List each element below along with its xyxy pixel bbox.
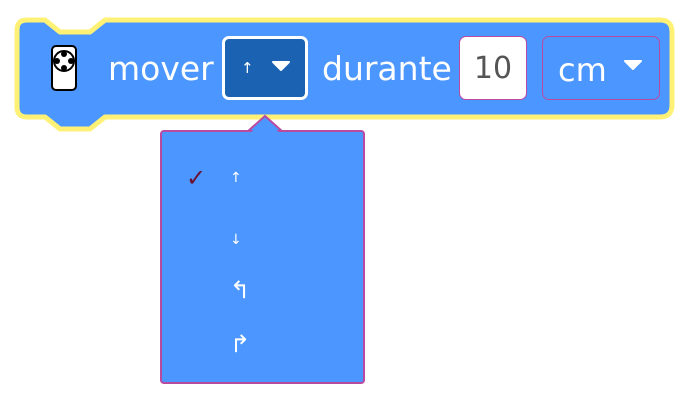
menu-item-forward[interactable]: ✓ ↑ — [164, 152, 360, 204]
chevron-down-icon — [272, 61, 290, 71]
direction-menu: ✓ ↑ ↓ ↰ ↱ — [160, 114, 365, 384]
turn-right-icon: ↱ — [230, 330, 251, 358]
direction-dropdown[interactable]: ↑ — [222, 36, 308, 100]
turn-left-icon: ↰ — [230, 276, 251, 304]
unit-label: cm — [558, 51, 607, 89]
distance-input[interactable]: 10 — [459, 36, 527, 100]
during-label: durante — [322, 49, 452, 88]
chevron-down-icon — [624, 60, 642, 70]
arrow-up-icon: ↑ — [230, 170, 242, 186]
arrow-down-icon: ↓ — [230, 232, 242, 248]
move-label: mover — [108, 49, 214, 88]
menu-item-turn-right[interactable]: ↱ — [164, 322, 360, 374]
menu-item-turn-left[interactable]: ↰ — [164, 268, 360, 320]
check-icon: ✓ — [186, 164, 207, 192]
robot-icon — [51, 45, 77, 91]
unit-dropdown[interactable]: cm — [542, 36, 660, 100]
menu-item-backward[interactable]: ↓ — [164, 214, 360, 266]
menu-pointer-fill — [249, 120, 281, 134]
arrow-up-icon: ↑ — [241, 59, 254, 77]
